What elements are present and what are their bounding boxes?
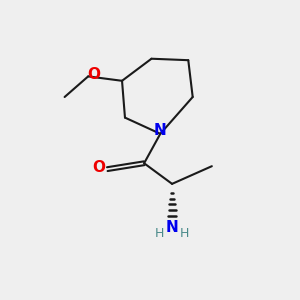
Text: H: H	[155, 227, 164, 240]
Text: H: H	[180, 227, 189, 240]
Text: N: N	[166, 220, 178, 235]
Text: O: O	[93, 160, 106, 175]
Text: N: N	[154, 123, 167, 138]
Text: O: O	[87, 68, 100, 82]
